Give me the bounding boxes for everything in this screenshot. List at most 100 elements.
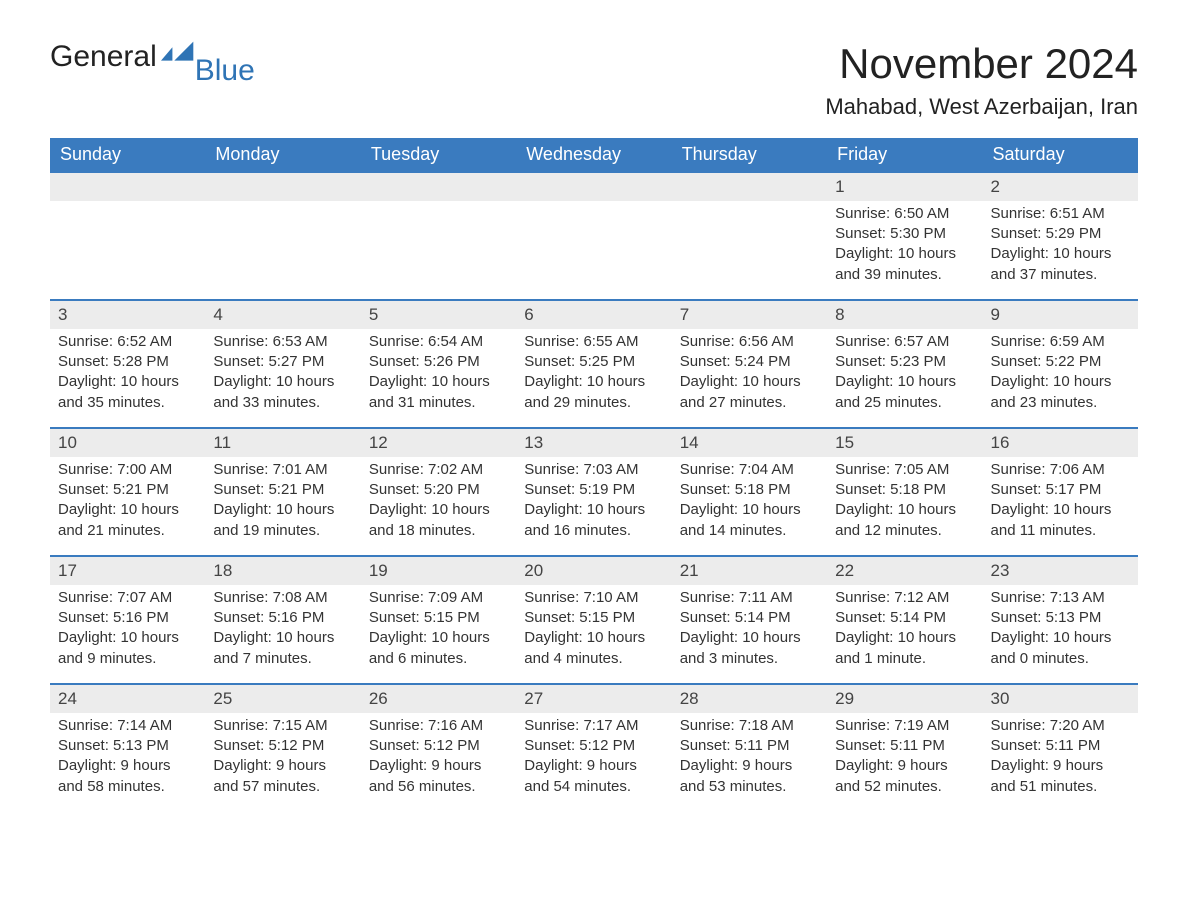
day-of-week-header: SundayMondayTuesdayWednesdayThursdayFrid… (50, 138, 1138, 171)
sunset-line: Sunset: 5:28 PM (58, 352, 197, 372)
calendar-day (672, 173, 827, 299)
sunset-line: Sunset: 5:21 PM (58, 480, 197, 500)
calendar-day: 17Sunrise: 7:07 AMSunset: 5:16 PMDayligh… (50, 557, 205, 683)
calendar-day: 24Sunrise: 7:14 AMSunset: 5:13 PMDayligh… (50, 685, 205, 811)
daylight-line: Daylight: 10 hours and 4 minutes. (524, 628, 663, 669)
day-body: Sunrise: 7:06 AMSunset: 5:17 PMDaylight:… (983, 457, 1138, 551)
sunrise-line: Sunrise: 6:55 AM (524, 332, 663, 352)
calendar-day: 13Sunrise: 7:03 AMSunset: 5:19 PMDayligh… (516, 429, 671, 555)
daylight-line: Daylight: 10 hours and 33 minutes. (213, 372, 352, 413)
day-body: Sunrise: 7:09 AMSunset: 5:15 PMDaylight:… (361, 585, 516, 679)
sunrise-line: Sunrise: 7:10 AM (524, 588, 663, 608)
calendar-day: 10Sunrise: 7:00 AMSunset: 5:21 PMDayligh… (50, 429, 205, 555)
daylight-line: Daylight: 10 hours and 25 minutes. (835, 372, 974, 413)
sunrise-line: Sunrise: 7:14 AM (58, 716, 197, 736)
dow-cell: Sunday (50, 138, 205, 171)
sunset-line: Sunset: 5:11 PM (835, 736, 974, 756)
header: General Blue November 2024 Mahabad, West… (50, 40, 1138, 120)
calendar-day (516, 173, 671, 299)
sunrise-line: Sunrise: 7:02 AM (369, 460, 508, 480)
daylight-line: Daylight: 9 hours and 52 minutes. (835, 756, 974, 797)
calendar-day (205, 173, 360, 299)
day-body: Sunrise: 7:20 AMSunset: 5:11 PMDaylight:… (983, 713, 1138, 807)
day-number: 16 (983, 429, 1138, 457)
daylight-line: Daylight: 10 hours and 37 minutes. (991, 244, 1130, 285)
day-number: 6 (516, 301, 671, 329)
day-body: Sunrise: 7:08 AMSunset: 5:16 PMDaylight:… (205, 585, 360, 679)
daylight-line: Daylight: 10 hours and 6 minutes. (369, 628, 508, 669)
daylight-line: Daylight: 10 hours and 21 minutes. (58, 500, 197, 541)
sunset-line: Sunset: 5:27 PM (213, 352, 352, 372)
calendar-day (361, 173, 516, 299)
calendar-week: 10Sunrise: 7:00 AMSunset: 5:21 PMDayligh… (50, 427, 1138, 555)
day-number: 25 (205, 685, 360, 713)
sunrise-line: Sunrise: 7:01 AM (213, 460, 352, 480)
day-number: 26 (361, 685, 516, 713)
daylight-line: Daylight: 9 hours and 51 minutes. (991, 756, 1130, 797)
location: Mahabad, West Azerbaijan, Iran (825, 94, 1138, 120)
daylight-line: Daylight: 10 hours and 16 minutes. (524, 500, 663, 541)
sunset-line: Sunset: 5:15 PM (369, 608, 508, 628)
day-number: 3 (50, 301, 205, 329)
sunset-line: Sunset: 5:11 PM (991, 736, 1130, 756)
sunrise-line: Sunrise: 7:08 AM (213, 588, 352, 608)
sunset-line: Sunset: 5:16 PM (213, 608, 352, 628)
day-body: Sunrise: 7:12 AMSunset: 5:14 PMDaylight:… (827, 585, 982, 679)
sunset-line: Sunset: 5:25 PM (524, 352, 663, 372)
daylight-line: Daylight: 10 hours and 39 minutes. (835, 244, 974, 285)
day-number: 29 (827, 685, 982, 713)
day-body (672, 201, 827, 214)
calendar-week: 3Sunrise: 6:52 AMSunset: 5:28 PMDaylight… (50, 299, 1138, 427)
sunrise-line: Sunrise: 6:56 AM (680, 332, 819, 352)
sunrise-line: Sunrise: 7:12 AM (835, 588, 974, 608)
sunrise-line: Sunrise: 6:57 AM (835, 332, 974, 352)
daylight-line: Daylight: 10 hours and 29 minutes. (524, 372, 663, 413)
sunset-line: Sunset: 5:12 PM (524, 736, 663, 756)
calendar-day: 30Sunrise: 7:20 AMSunset: 5:11 PMDayligh… (983, 685, 1138, 811)
day-body: Sunrise: 7:18 AMSunset: 5:11 PMDaylight:… (672, 713, 827, 807)
daylight-line: Daylight: 10 hours and 35 minutes. (58, 372, 197, 413)
daylight-line: Daylight: 10 hours and 27 minutes. (680, 372, 819, 413)
day-number: 4 (205, 301, 360, 329)
sunrise-line: Sunrise: 7:03 AM (524, 460, 663, 480)
day-number: 9 (983, 301, 1138, 329)
sunrise-line: Sunrise: 6:53 AM (213, 332, 352, 352)
day-body: Sunrise: 7:17 AMSunset: 5:12 PMDaylight:… (516, 713, 671, 807)
sunrise-line: Sunrise: 7:07 AM (58, 588, 197, 608)
dow-cell: Monday (205, 138, 360, 171)
day-body: Sunrise: 7:03 AMSunset: 5:19 PMDaylight:… (516, 457, 671, 551)
daylight-line: Daylight: 10 hours and 3 minutes. (680, 628, 819, 669)
daylight-line: Daylight: 10 hours and 7 minutes. (213, 628, 352, 669)
day-body: Sunrise: 6:51 AMSunset: 5:29 PMDaylight:… (983, 201, 1138, 295)
day-body: Sunrise: 7:13 AMSunset: 5:13 PMDaylight:… (983, 585, 1138, 679)
calendar-day: 29Sunrise: 7:19 AMSunset: 5:11 PMDayligh… (827, 685, 982, 811)
day-number: 5 (361, 301, 516, 329)
day-number: 7 (672, 301, 827, 329)
daylight-line: Daylight: 10 hours and 14 minutes. (680, 500, 819, 541)
page-title: November 2024 (825, 40, 1138, 88)
sunrise-line: Sunrise: 7:13 AM (991, 588, 1130, 608)
calendar-day (50, 173, 205, 299)
logo-flag-icon (161, 39, 199, 63)
dow-cell: Wednesday (516, 138, 671, 171)
calendar-day: 8Sunrise: 6:57 AMSunset: 5:23 PMDaylight… (827, 301, 982, 427)
calendar-day: 4 Sunrise: 6:53 AMSunset: 5:27 PMDaylight… (205, 301, 360, 427)
day-number: 21 (672, 557, 827, 585)
logo-word1: General (50, 40, 157, 74)
day-body (205, 201, 360, 214)
day-number: 10 (50, 429, 205, 457)
day-body: Sunrise: 7:11 AMSunset: 5:14 PMDaylight:… (672, 585, 827, 679)
day-number: 8 (827, 301, 982, 329)
daylight-line: Daylight: 10 hours and 11 minutes. (991, 500, 1130, 541)
day-number: 17 (50, 557, 205, 585)
day-body: Sunrise: 7:16 AMSunset: 5:12 PMDaylight:… (361, 713, 516, 807)
day-number (205, 173, 360, 201)
sunset-line: Sunset: 5:11 PM (680, 736, 819, 756)
day-body: Sunrise: 6:54 AMSunset: 5:26 PMDaylight:… (361, 329, 516, 423)
dow-cell: Tuesday (361, 138, 516, 171)
day-body: Sunrise: 6:50 AMSunset: 5:30 PMDaylight:… (827, 201, 982, 295)
day-body: Sunrise: 7:04 AMSunset: 5:18 PMDaylight:… (672, 457, 827, 551)
sunset-line: Sunset: 5:14 PM (835, 608, 974, 628)
day-body: Sunrise: 6:59 AMSunset: 5:22 PMDaylight:… (983, 329, 1138, 423)
calendar-body: 1Sunrise: 6:50 AMSunset: 5:30 PMDaylight… (50, 171, 1138, 811)
